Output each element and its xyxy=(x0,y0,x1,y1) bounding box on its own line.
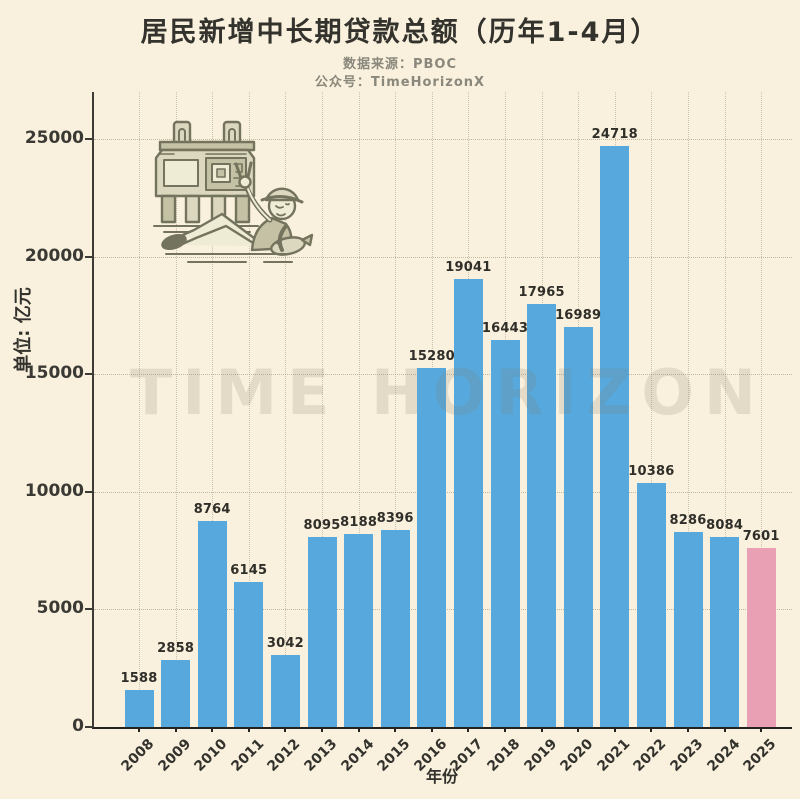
grid-line-vertical xyxy=(688,92,689,727)
x-tick-mark xyxy=(284,727,287,732)
bar-value-label: 17965 xyxy=(518,285,565,300)
bar-value-label: 6145 xyxy=(230,563,268,578)
x-tick-mark xyxy=(760,727,763,732)
y-tick-label: 25000 xyxy=(24,128,84,149)
bar xyxy=(527,304,557,727)
grid-line-vertical xyxy=(322,92,323,727)
bronze-ding-icon xyxy=(153,120,259,233)
bar-value-label: 8396 xyxy=(376,511,414,526)
grid-line-horizontal xyxy=(94,256,792,258)
x-tick-mark xyxy=(174,727,177,732)
y-tick-mark xyxy=(85,608,92,611)
x-tick-mark xyxy=(723,727,726,732)
bar xyxy=(270,655,300,727)
grid-line-vertical xyxy=(139,92,140,727)
bar xyxy=(124,690,154,727)
bar-value-label: 2858 xyxy=(157,641,195,656)
bar xyxy=(380,530,410,727)
bar xyxy=(563,327,593,727)
y-tick-mark xyxy=(85,255,92,258)
plot-area: 0 5000 10000 15000 20000 25000 1588 2008 2858 200… xyxy=(25,92,792,775)
bar-value-label: 16989 xyxy=(555,308,602,323)
bar-value-label: 10386 xyxy=(628,464,675,479)
page-title: 居民新增中长期贷款总额（历年1-4月） xyxy=(140,17,660,48)
bar xyxy=(344,534,374,727)
bar-value-label: 7601 xyxy=(742,529,780,544)
y-tick-label: 5000 xyxy=(36,598,84,619)
bar xyxy=(307,537,337,727)
x-tick-mark xyxy=(247,727,250,732)
bar-value-label: 8286 xyxy=(669,513,707,528)
y-axis-label: 单位: 亿元 xyxy=(13,287,34,373)
bar xyxy=(746,548,776,727)
bar-value-label: 1588 xyxy=(120,671,158,686)
chart-subtitle-source: 数据来源：PBOC xyxy=(342,57,458,72)
x-tick-mark xyxy=(650,727,653,732)
bar xyxy=(453,279,483,727)
grid-line-vertical xyxy=(212,92,214,727)
x-tick-mark xyxy=(613,727,616,732)
bar xyxy=(161,660,191,727)
bar xyxy=(673,532,703,727)
x-tick-mark xyxy=(687,727,689,732)
x-tick-mark xyxy=(138,727,140,732)
bar-value-label: 15280 xyxy=(408,349,455,364)
grid-line-vertical xyxy=(248,92,250,727)
bar-value-label: 16443 xyxy=(481,321,529,336)
x-tick-mark xyxy=(430,727,433,732)
x-axis-label: 年份 xyxy=(425,767,458,786)
bar-value-label: 24718 xyxy=(591,127,638,142)
x-tick-mark xyxy=(504,727,506,732)
y-tick-mark xyxy=(85,726,92,728)
bar xyxy=(490,340,520,727)
grid-line-vertical xyxy=(395,92,397,727)
y-tick-mark xyxy=(85,138,92,141)
bar xyxy=(197,521,227,727)
y-tick-label: 0 xyxy=(72,716,84,736)
y-tick-label: 15000 xyxy=(24,363,84,384)
grid-line-vertical xyxy=(651,92,653,727)
bar-value-label: 8764 xyxy=(193,502,231,517)
bar-value-label: 8095 xyxy=(303,518,341,533)
x-tick-mark xyxy=(321,727,323,732)
grid-line-vertical xyxy=(724,92,726,727)
x-tick-mark xyxy=(467,727,470,732)
x-tick-mark xyxy=(577,727,580,732)
bar-value-label: 8188 xyxy=(340,515,378,530)
grid-line-vertical xyxy=(358,92,360,727)
bar-value-label: 8084 xyxy=(706,518,744,533)
y-tick-label: 20000 xyxy=(24,245,84,266)
grid-line-vertical xyxy=(285,92,287,727)
mascot-illustration xyxy=(153,120,314,263)
chart-subtitle-account: 公众号：TimeHorizonX xyxy=(314,75,486,90)
y-tick-label: 10000 xyxy=(24,480,84,501)
reclining-man-icon xyxy=(161,161,314,263)
x-tick-mark xyxy=(211,727,214,732)
bar xyxy=(234,582,264,727)
bar xyxy=(710,537,740,727)
grid-line-vertical xyxy=(761,92,763,727)
bar xyxy=(636,483,666,727)
bar-value-label: 19041 xyxy=(445,260,492,275)
y-tick-mark xyxy=(85,490,92,493)
bar xyxy=(600,146,630,727)
x-tick-mark xyxy=(540,727,543,732)
x-tick-mark xyxy=(394,727,397,732)
bar xyxy=(417,368,447,727)
bar-value-label: 3042 xyxy=(266,636,304,651)
grid-line-horizontal xyxy=(94,139,792,141)
y-tick-mark xyxy=(85,373,92,376)
grid-line-vertical xyxy=(175,92,177,727)
x-tick-mark xyxy=(357,727,360,732)
